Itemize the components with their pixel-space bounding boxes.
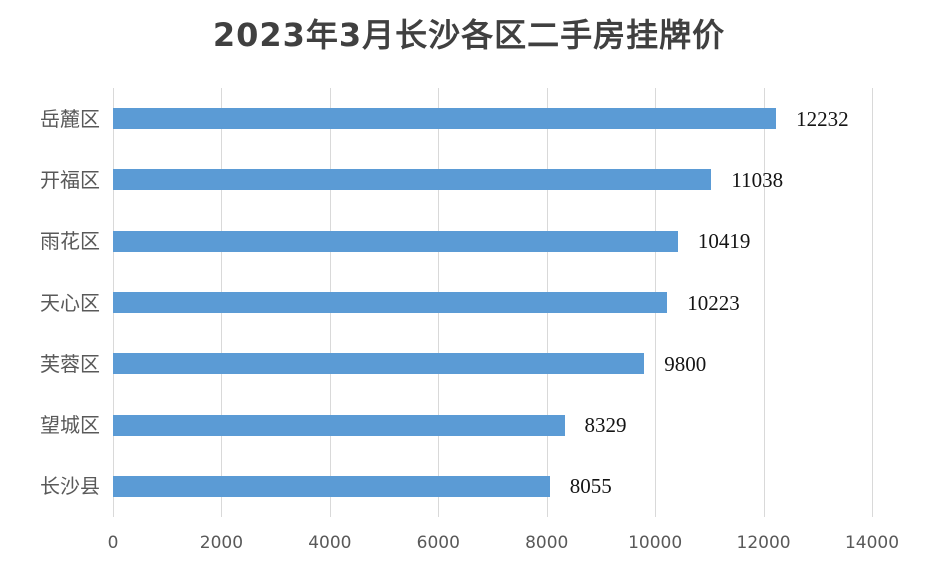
- bar-长沙县: [113, 475, 550, 497]
- value-label: 10223: [687, 290, 740, 315]
- value-label: 12232: [796, 106, 849, 131]
- bar-芙蓉区: [113, 353, 645, 375]
- x-tick-label: 14000: [844, 533, 900, 553]
- value-label: 10419: [697, 229, 751, 254]
- x-tick-label: 8000: [525, 533, 569, 553]
- chart-title: 2023年3月长沙各区二手房挂牌价: [212, 16, 726, 54]
- x-tick-label: 4000: [308, 533, 352, 553]
- x-tick-label: 12000: [736, 533, 791, 553]
- value-label: 8055: [569, 474, 612, 499]
- category-label: 岳麓区: [40, 106, 100, 131]
- x-tick-label: 6000: [416, 533, 460, 553]
- bar-望城区: [113, 414, 565, 436]
- x-tick-label: 10000: [628, 533, 683, 553]
- category-label: 望城区: [40, 413, 100, 438]
- category-label: 长沙县: [40, 474, 100, 499]
- gridline-x-12000: [763, 88, 765, 517]
- gridline-x-14000: [872, 88, 873, 517]
- value-label: 8329: [584, 413, 627, 438]
- bar-天心区: [113, 292, 668, 313]
- x-tick-label: 0: [107, 533, 119, 553]
- bar-开福区: [113, 169, 712, 191]
- category-label: 雨花区: [40, 229, 100, 254]
- plot-area: 岳麓区 12232 开福区 11038 雨花区 10419 天心区 10223 芙蓉区 9800 望…: [40, 88, 873, 517]
- x-axis: 0 2000 4000 6000 8000 10000 12000 14000: [108, 517, 899, 562]
- category-label: 开福区: [40, 167, 100, 192]
- value-label: 11038: [731, 167, 784, 192]
- category-label: 天心区: [40, 290, 100, 315]
- category-label: 芙蓉区: [40, 351, 100, 376]
- bar-岳麓区: [113, 108, 777, 130]
- bar-雨花区: [113, 230, 678, 252]
- value-label: 9800: [664, 351, 707, 376]
- x-tick-label: 2000: [199, 533, 244, 553]
